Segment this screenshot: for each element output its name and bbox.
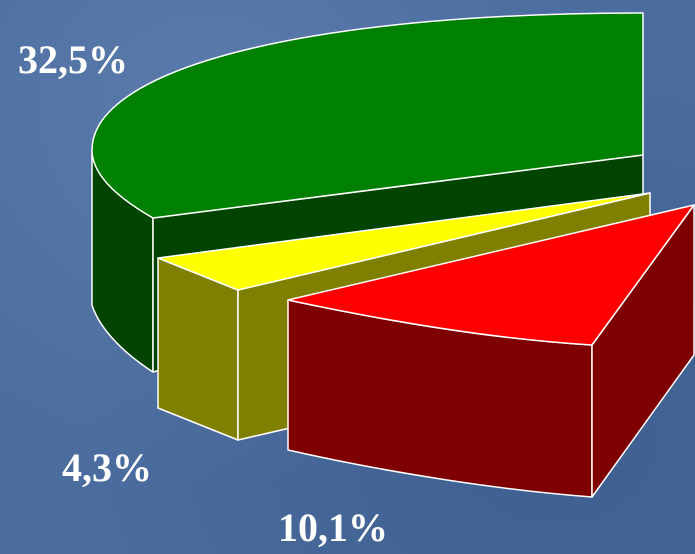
data-label-green: 32,5%	[18, 37, 128, 82]
green-slice-top	[91, 12, 644, 219]
yellow-slice-top	[157, 192, 651, 291]
data-label-yellow: 4,3%	[62, 445, 152, 490]
data-label-red: 10,1%	[278, 505, 388, 550]
red-slice-top	[287, 204, 695, 346]
pie-slice-red	[287, 204, 695, 498]
